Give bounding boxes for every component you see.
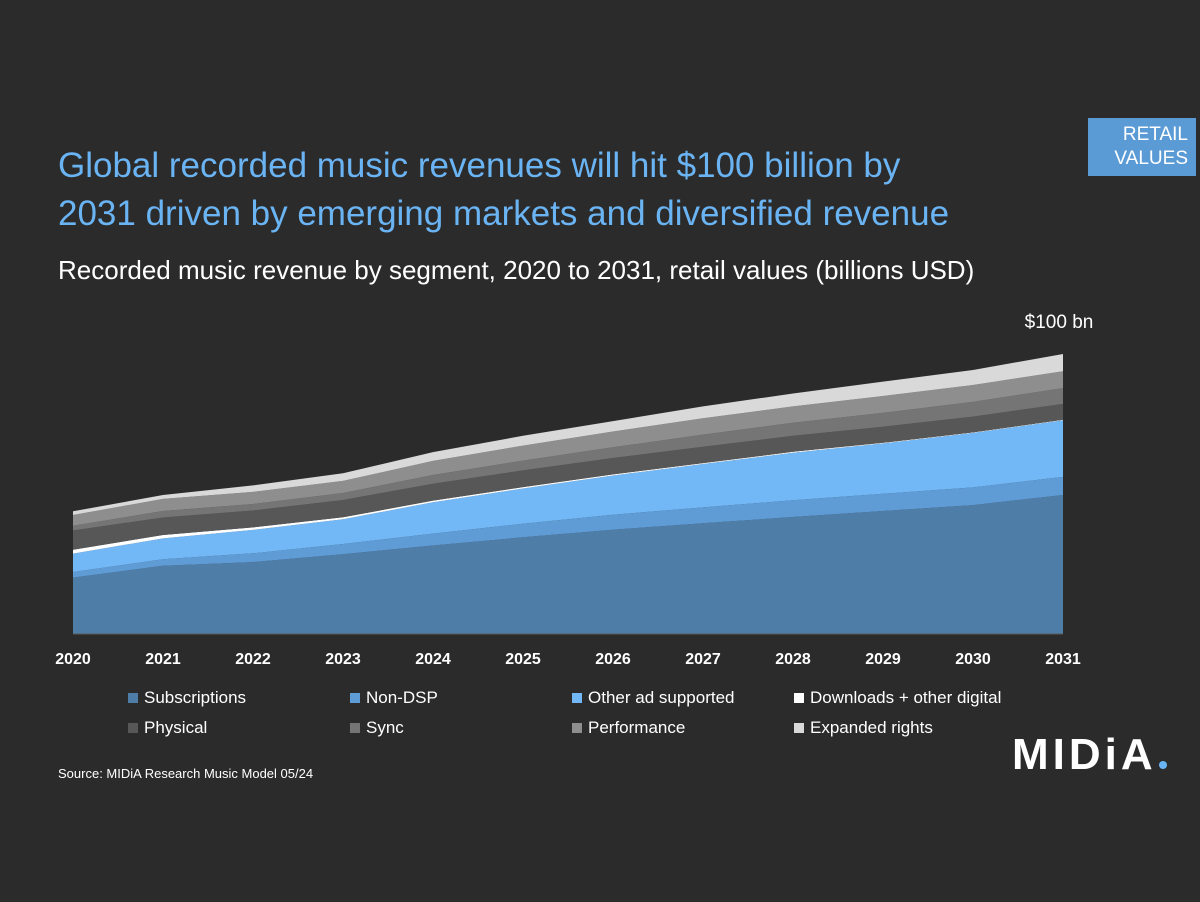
badge-line-1: RETAIL [1122, 124, 1188, 145]
x-tick-label: 2028 [775, 651, 811, 668]
legend-label: Non-DSP [366, 688, 438, 707]
legend-item: Downloads + other digital [794, 688, 1001, 708]
legend-swatch [128, 693, 138, 703]
legend-item: Other ad supported [572, 688, 734, 708]
logo-dot-icon [1158, 761, 1167, 769]
x-tick-label: 2021 [145, 651, 181, 668]
area-series-other-ad-supported [73, 420, 1063, 572]
legend-item: Subscriptions [128, 688, 246, 708]
x-tick-label: 2031 [1045, 651, 1081, 668]
legend-swatch [350, 723, 360, 733]
legend-swatch [128, 723, 138, 733]
legend-swatch [794, 723, 804, 733]
area-series-expanded-rights [73, 354, 1063, 515]
legend-label: Sync [366, 718, 404, 737]
title-line-1: Global recorded music revenues will hit … [58, 146, 901, 185]
retail-values-badge: RETAIL VALUES [1088, 118, 1196, 176]
area-series-downloads-other-digital [73, 419, 1063, 554]
page-title: Global recorded music revenues will hit … [58, 142, 1078, 238]
x-tick-label: 2026 [595, 651, 631, 668]
legend-label: Expanded rights [810, 718, 933, 737]
x-tick-label: 2022 [235, 651, 271, 668]
legend-item: Non-DSP [350, 688, 438, 708]
area-series-sync [73, 388, 1063, 531]
title-line-2: 2031 driven by emerging markets and dive… [58, 194, 950, 233]
legend-swatch [794, 693, 804, 703]
x-tick-label: 2029 [865, 651, 901, 668]
area-series-performance [73, 371, 1063, 526]
legend-item: Expanded rights [794, 718, 933, 738]
area-series-physical [73, 403, 1063, 550]
badge-line-2: VALUES [1114, 148, 1188, 169]
legend-swatch [572, 693, 582, 703]
x-tick-label: 2030 [955, 651, 991, 668]
legend-item: Sync [350, 718, 404, 738]
x-tick-label: 2027 [685, 651, 721, 668]
total-annotation: $100 bn [1025, 312, 1094, 333]
x-tick-label: 2024 [415, 651, 451, 668]
legend-swatch [572, 723, 582, 733]
legend-swatch [350, 693, 360, 703]
x-tick-label: 2020 [55, 651, 91, 668]
midia-logo: MIDiA [1012, 730, 1167, 780]
logo-text: MIDiA [1012, 730, 1157, 779]
legend-label: Subscriptions [144, 688, 247, 707]
revenue-area-chart: 2020 2021 2022 2023 2024 2025 2026 2027 2028 2029… [55, 312, 1094, 668]
legend-item: Physical [128, 718, 207, 738]
legend-label: Other ad supported [588, 688, 735, 707]
legend-label: Physical [144, 718, 208, 737]
x-tick-label: 2023 [325, 651, 361, 668]
area-series-non-dsp [73, 476, 1063, 578]
legend-item: Performance [572, 718, 685, 738]
area-series-subscriptions [73, 495, 1063, 634]
x-tick-label: 2025 [505, 651, 541, 668]
legend-label: Performance [588, 718, 686, 737]
source-note: Source: MIDiA Research Music Model 05/24 [58, 766, 314, 781]
legend-label: Downloads + other digital [810, 688, 1002, 707]
chart-subtitle: Recorded music revenue by segment, 2020 … [58, 255, 975, 285]
